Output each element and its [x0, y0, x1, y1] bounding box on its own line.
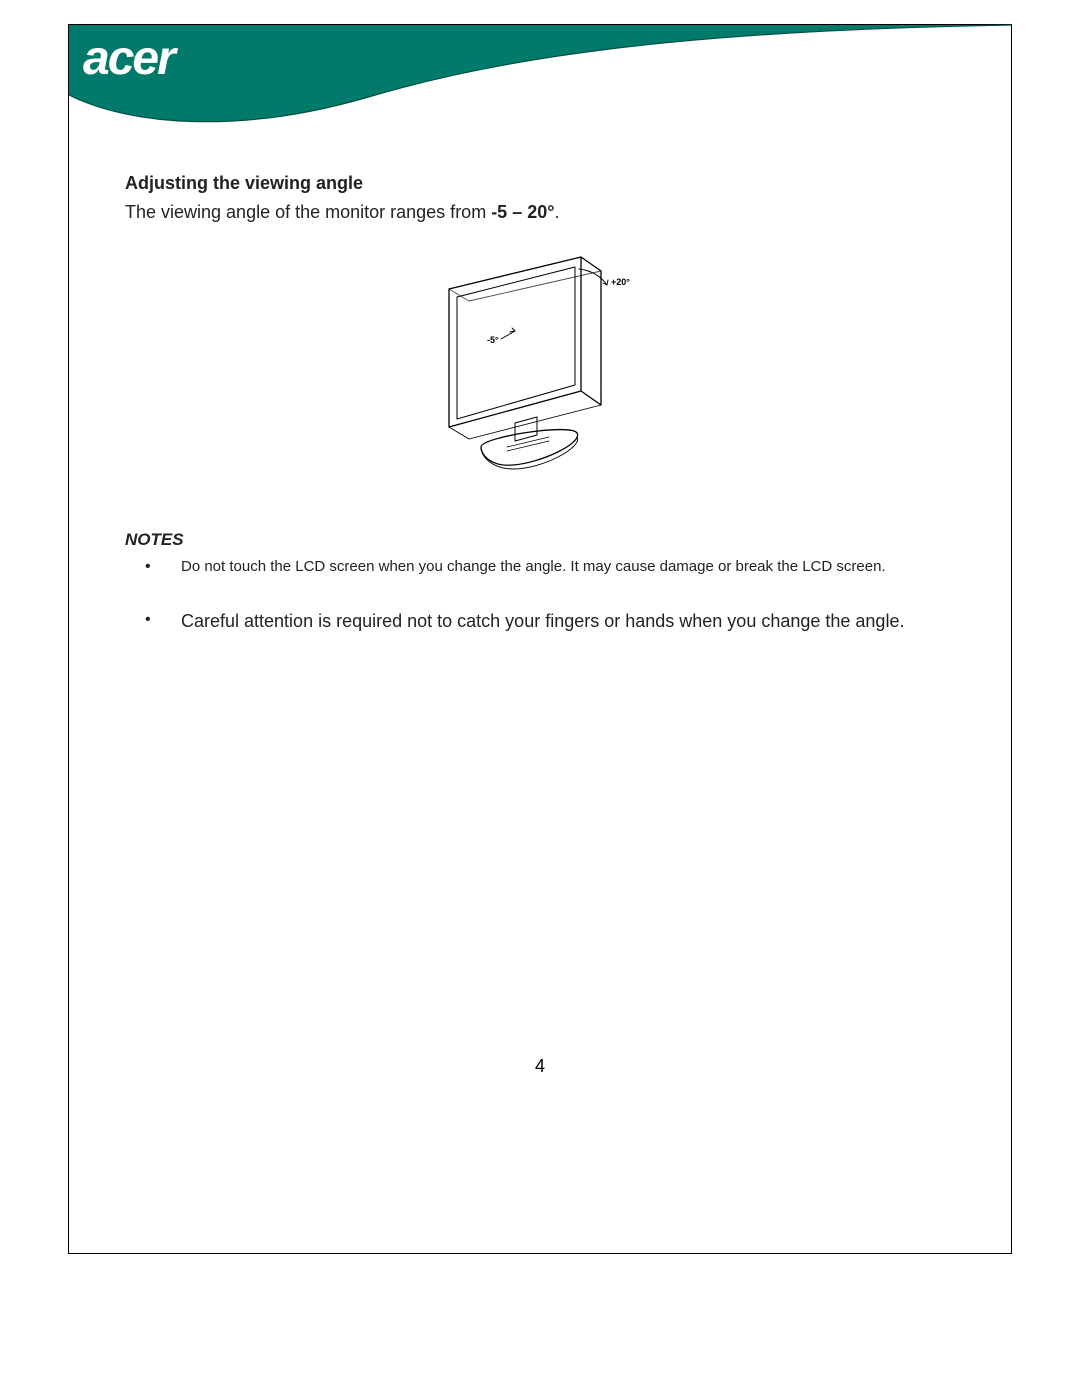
header-banner: acer [69, 25, 1011, 131]
note-text: Careful attention is required not to cat… [181, 611, 904, 631]
page: acer Adjusting the viewing angle The vie… [0, 0, 1080, 1397]
intro-suffix: . [554, 202, 559, 222]
monitor-figure: +20° -5° [125, 241, 957, 506]
content-area: Adjusting the viewing angle The viewing … [125, 173, 957, 666]
section-title: Adjusting the viewing angle [125, 173, 957, 194]
intro-prefix: The viewing angle of the monitor ranges … [125, 202, 491, 222]
banner-swoosh [69, 25, 1011, 131]
page-number: 4 [69, 1056, 1011, 1077]
max-angle-label: +20° [611, 277, 630, 287]
intro-text: The viewing angle of the monitor ranges … [125, 200, 957, 225]
notes-list: Do not touch the LCD screen when you cha… [125, 556, 957, 634]
intro-range: -5 – 20° [491, 202, 554, 222]
brand-logo: acer [83, 31, 174, 86]
min-angle-label: -5° [487, 335, 499, 345]
list-item: Do not touch the LCD screen when you cha… [125, 556, 957, 577]
notes-heading: NOTES [125, 530, 957, 550]
monitor-svg: +20° -5° [411, 241, 671, 501]
note-text: Do not touch the LCD screen when you cha… [181, 558, 886, 575]
list-item: Careful attention is required not to cat… [125, 609, 957, 634]
page-border: acer Adjusting the viewing angle The vie… [68, 24, 1012, 1254]
